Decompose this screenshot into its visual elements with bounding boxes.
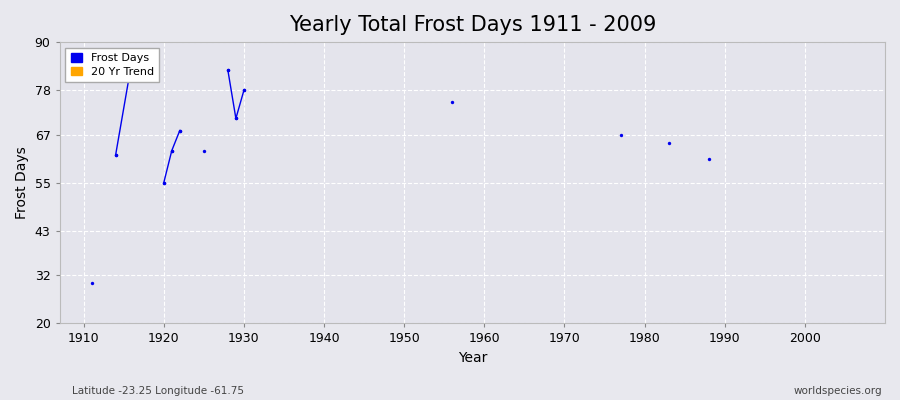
Point xyxy=(109,152,123,158)
Point xyxy=(109,152,123,158)
Point xyxy=(701,156,716,162)
Point xyxy=(229,115,243,122)
Point xyxy=(229,115,243,122)
Point xyxy=(157,180,171,186)
Point xyxy=(446,99,460,106)
Point xyxy=(157,180,171,186)
Title: Yearly Total Frost Days 1911 - 2009: Yearly Total Frost Days 1911 - 2009 xyxy=(289,15,656,35)
Y-axis label: Frost Days: Frost Days xyxy=(15,146,29,219)
Point xyxy=(613,131,627,138)
Point xyxy=(237,87,251,94)
X-axis label: Year: Year xyxy=(457,351,487,365)
Point xyxy=(173,127,187,134)
Point xyxy=(662,139,676,146)
Point xyxy=(85,280,99,286)
Point xyxy=(165,148,179,154)
Point xyxy=(220,67,235,74)
Point xyxy=(196,148,211,154)
Point xyxy=(124,59,139,66)
Text: Latitude -23.25 Longitude -61.75: Latitude -23.25 Longitude -61.75 xyxy=(72,386,244,396)
Point xyxy=(237,87,251,94)
Point xyxy=(124,59,139,66)
Text: worldspecies.org: worldspecies.org xyxy=(794,386,882,396)
Point xyxy=(220,67,235,74)
Point xyxy=(173,127,187,134)
Point xyxy=(165,148,179,154)
Legend: Frost Days, 20 Yr Trend: Frost Days, 20 Yr Trend xyxy=(65,48,159,82)
